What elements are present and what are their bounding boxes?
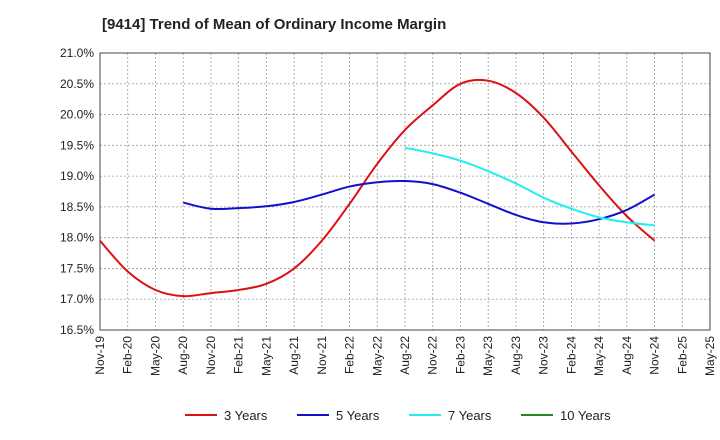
x-tick-label: May-22: [370, 336, 384, 376]
series-line-3-years: [99, 78, 656, 298]
x-tick-label: Feb-21: [232, 336, 246, 374]
x-tick-label: Nov-21: [315, 336, 329, 375]
y-tick-label: 19.5%: [60, 138, 94, 152]
x-tick-label: Feb-25: [675, 336, 689, 374]
plot-area: [100, 53, 710, 330]
series-line-7-years: [404, 146, 655, 227]
x-tick-label: Nov-24: [648, 336, 662, 375]
x-tick-label: Aug-21: [287, 336, 301, 375]
y-tick-label: 17.5%: [60, 261, 94, 275]
x-tick-label: May-24: [592, 336, 606, 376]
x-tick-label: Feb-22: [343, 336, 357, 374]
x-tick-label: May-25: [703, 336, 717, 376]
x-tick-label: Nov-23: [537, 336, 551, 375]
plot-background: [100, 53, 710, 330]
x-tick-label: May-21: [259, 336, 273, 376]
y-tick-label: 20.0%: [60, 108, 94, 122]
x-tick-label: Aug-23: [509, 336, 523, 375]
y-tick-label: 20.5%: [60, 77, 94, 91]
axes: 16.5% 17.0% 17.5% 18.0% 18.5% 19.0% 19.5% 20.0%…: [60, 46, 717, 376]
x-tick-label: Nov-20: [204, 336, 218, 375]
x-tick-label: Feb-23: [453, 336, 467, 374]
x-tick-label: Feb-24: [564, 336, 578, 374]
plot-border: [99, 52, 711, 331]
legend-label-10-years: 10 Years: [560, 408, 611, 423]
y-tick-label: 21.0%: [60, 46, 94, 60]
series-lines: [99, 78, 656, 298]
chart-title: [9414] Trend of Mean of Ordinary Income …: [102, 16, 447, 33]
y-tick-label: 18.5%: [60, 200, 94, 214]
legend-label-5-years: 5 Years: [336, 408, 380, 423]
x-tick-label: Nov-22: [426, 336, 440, 375]
x-tick-label: Aug-24: [620, 336, 634, 375]
x-tick-label: May-23: [481, 336, 495, 376]
y-tick-label: 18.0%: [60, 231, 94, 245]
y-tick-label: 17.0%: [60, 292, 94, 306]
x-tick-label: Aug-22: [398, 336, 412, 375]
legend-label-7-years: 7 Years: [448, 408, 492, 423]
y-tick-label: 16.5%: [60, 323, 94, 337]
x-tick-label: Aug-20: [176, 336, 190, 375]
legend-label-3-years: 3 Years: [224, 408, 268, 423]
series-line-5-years: [182, 179, 656, 225]
x-tick-label: May-20: [148, 336, 162, 376]
x-tick-label: Feb-20: [121, 336, 135, 374]
grid: [100, 53, 710, 330]
legend: 3 Years 5 Years 7 Years 10 Years: [185, 408, 611, 423]
x-tick-label: Nov-19: [93, 336, 107, 375]
y-tick-label: 19.0%: [60, 169, 94, 183]
